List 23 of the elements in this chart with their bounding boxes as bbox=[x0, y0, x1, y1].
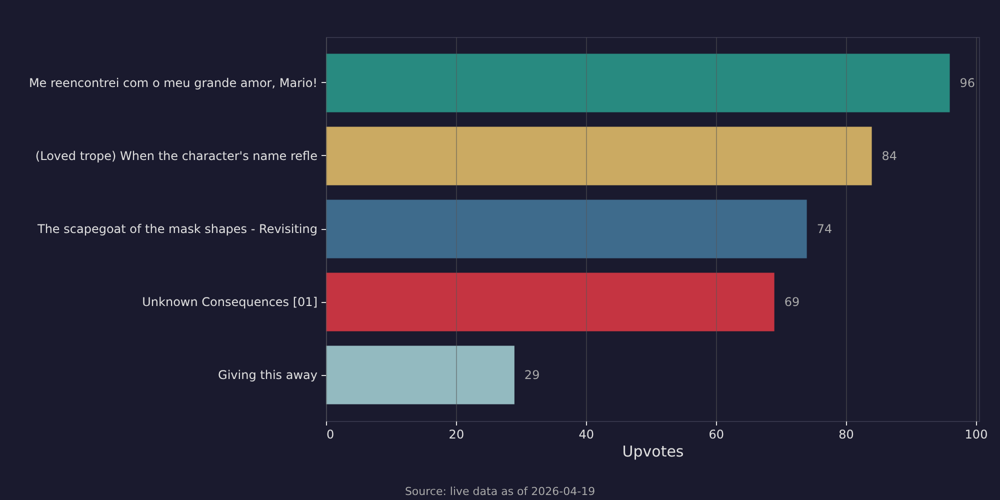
bar bbox=[326, 272, 774, 332]
data-label: 74 bbox=[816, 222, 832, 236]
bar bbox=[326, 200, 807, 258]
y-tick-label: Giving this away bbox=[218, 368, 318, 382]
bar bbox=[326, 346, 514, 404]
x-axis-title: Upvotes bbox=[622, 442, 684, 460]
data-label: 96 bbox=[960, 76, 976, 90]
y-tick-label: (Loved trope) When the character's name refle bbox=[35, 148, 318, 163]
y-tick-label: Me reencontrei com o meu grande amor, Mario! bbox=[28, 76, 318, 90]
y-tick-label: The scapegoat of the mask shapes - Revisiting bbox=[36, 222, 318, 236]
x-tick-label: 40 bbox=[578, 428, 594, 442]
x-tick-label: 100 bbox=[964, 428, 988, 442]
y-tick-label: Unknown Consequences [01] bbox=[142, 295, 318, 310]
data-label: 29 bbox=[524, 368, 540, 382]
data-label: 84 bbox=[882, 148, 898, 163]
data-label: 69 bbox=[784, 295, 800, 310]
x-tick-label: 80 bbox=[838, 428, 854, 442]
bar bbox=[326, 54, 950, 112]
x-tick-label: 60 bbox=[708, 428, 724, 442]
x-tick-label: 20 bbox=[448, 428, 464, 442]
x-tick-label: 0 bbox=[326, 428, 334, 442]
bar bbox=[326, 126, 872, 186]
source-note: Source: live data as of 2026-04-19 bbox=[404, 485, 596, 498]
